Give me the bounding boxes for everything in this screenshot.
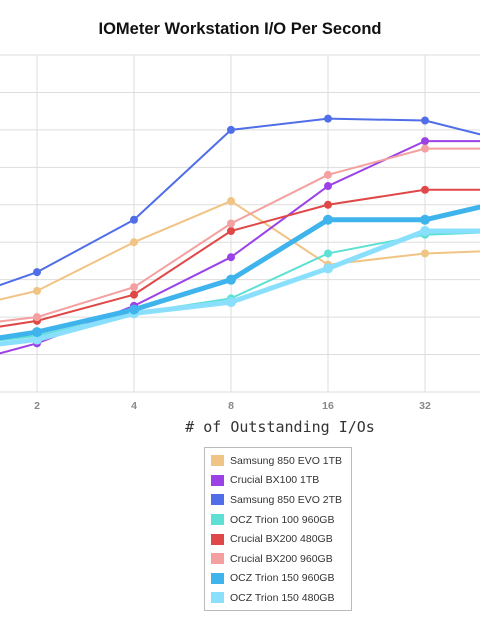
data-point-samsung-850-evo-2tb — [324, 114, 332, 123]
data-point-crucial-bx200-960gb — [33, 313, 41, 322]
data-point-crucial-bx200-960gb — [130, 283, 138, 292]
data-point-samsung-850-evo-2tb — [227, 125, 235, 134]
legend-item: OCZ Trion 150 960GB — [205, 569, 351, 589]
legend-swatch — [211, 514, 224, 526]
data-point-crucial-bx100-1tb — [324, 182, 332, 191]
data-point-samsung-850-evo-1tb — [33, 286, 41, 295]
legend-label: OCZ Trion 150 960GB — [230, 572, 335, 585]
data-point-samsung-850-evo-1tb — [227, 197, 235, 206]
data-point-crucial-bx200-480gb — [130, 290, 138, 299]
data-point-samsung-850-evo-1tb — [130, 238, 138, 247]
x-tick-label: 4 — [131, 400, 137, 412]
data-point-ocz-trion-100-960gb — [324, 249, 332, 258]
data-point-crucial-bx200-480gb — [227, 226, 235, 235]
legend-item: Crucial BX100 1TB — [205, 471, 351, 491]
data-point-crucial-bx200-480gb — [421, 185, 429, 194]
data-point-samsung-850-evo-1tb — [421, 249, 429, 258]
grid-lines — [0, 54, 480, 393]
legend-label: Samsung 850 EVO 1TB — [230, 454, 343, 467]
plot-area: 2 4 8 16 32 — [0, 54, 480, 412]
data-point-ocz-trion-150-960gb — [226, 274, 236, 285]
legend-swatch — [211, 474, 224, 486]
data-point-ocz-trion-150-960gb — [323, 214, 333, 225]
data-point-samsung-850-evo-2tb — [130, 215, 138, 224]
data-point-ocz-trion-150-480gb — [32, 334, 42, 345]
x-axis-title: # of Outstanding I/Os — [185, 418, 375, 436]
legend-item: OCZ Trion 150 480GB — [205, 588, 351, 608]
legend-swatch — [211, 533, 224, 545]
x-tick-label: 32 — [419, 400, 431, 412]
legend-item: Samsung 850 EVO 1TB — [205, 451, 351, 471]
series-line-crucial-bx200-480gb — [0, 188, 480, 328]
legend-label: Samsung 850 EVO 2TB — [230, 493, 343, 506]
legend-label: Crucial BX200 480GB — [230, 533, 333, 546]
legend-swatch — [211, 494, 224, 506]
data-point-ocz-trion-150-480gb — [226, 297, 236, 308]
legend: Samsung 850 EVO 1TB Crucial BX100 1TB Sams… — [204, 447, 352, 611]
series-line-samsung-850-evo-2tb — [0, 117, 480, 287]
legend-label: Crucial BX100 1TB — [230, 474, 320, 487]
legend-item: Samsung 850 EVO 2TB — [205, 490, 351, 510]
data-point-samsung-850-evo-2tb — [421, 116, 429, 125]
data-point-ocz-trion-150-960gb — [129, 304, 139, 315]
series-line-ocz-trion-150-480gb — [0, 228, 480, 347]
legend-swatch — [211, 572, 224, 584]
legend-swatch — [211, 592, 224, 604]
series-points — [32, 114, 430, 348]
legend-item: Crucial BX200 960GB — [205, 549, 351, 569]
data-point-ocz-trion-150-480gb — [323, 263, 333, 274]
data-point-ocz-trion-150-960gb — [32, 327, 42, 338]
legend-label: OCZ Trion 100 960GB — [230, 513, 335, 526]
data-point-samsung-850-evo-2tb — [33, 268, 41, 277]
data-point-crucial-bx200-480gb — [324, 200, 332, 209]
legend-label: Crucial BX200 960GB — [230, 552, 333, 565]
x-tick-label: 8 — [228, 400, 234, 412]
legend-item: Crucial BX200 480GB — [205, 529, 351, 549]
series-lines — [0, 117, 480, 355]
x-tick-labels: 2 4 8 16 32 — [34, 400, 431, 412]
data-point-crucial-bx100-1tb — [421, 137, 429, 146]
legend-item: OCZ Trion 100 960GB — [205, 510, 351, 530]
chart-title: IOMeter Workstation I/O Per Second — [98, 20, 382, 38]
data-point-crucial-bx200-960gb — [227, 219, 235, 228]
data-point-ocz-trion-150-960gb — [420, 214, 430, 225]
legend-swatch — [211, 553, 224, 565]
data-point-crucial-bx200-960gb — [421, 144, 429, 153]
x-tick-label: 2 — [34, 400, 40, 412]
data-point-crucial-bx100-1tb — [227, 253, 235, 262]
legend-label: OCZ Trion 150 480GB — [230, 591, 335, 604]
legend-swatch — [211, 455, 224, 467]
data-point-ocz-trion-150-480gb — [420, 225, 430, 236]
x-tick-label: 16 — [322, 400, 334, 412]
data-point-crucial-bx200-960gb — [324, 170, 332, 179]
